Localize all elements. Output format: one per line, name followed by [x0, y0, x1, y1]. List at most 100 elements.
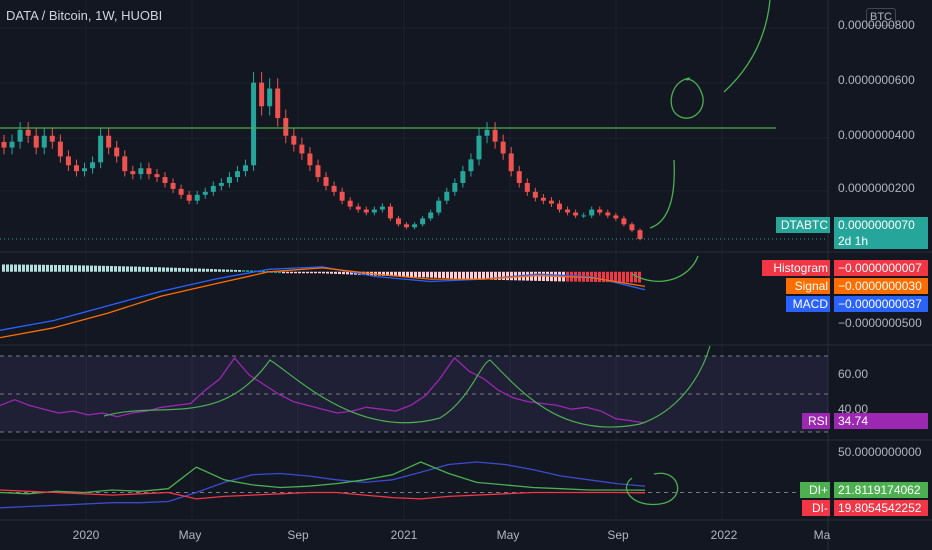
time-axis-tick: May: [178, 528, 202, 542]
macd-histogram-bar: [298, 271, 301, 274]
price-axis-tick: 0.0000000200: [838, 181, 915, 195]
bar-countdown: 2d 1h: [834, 233, 928, 249]
macd-histogram-bar: [454, 271, 457, 279]
macd-histogram-bar: [210, 269, 213, 272]
macd-line: [0, 266, 646, 331]
candle-body: [565, 209, 571, 213]
adx-line: [0, 461, 646, 509]
candle-body: [106, 135, 112, 148]
candle-body: [404, 224, 410, 228]
macd-histogram-bar: [618, 271, 621, 283]
macd-histogram-bar: [382, 271, 385, 276]
macd-histogram-bar: [538, 271, 541, 281]
macd-histogram-bar: [186, 268, 189, 272]
macd-histogram-bar: [158, 267, 161, 272]
macd-histogram-bar: [474, 271, 477, 280]
drawn-macd-curve: [631, 255, 699, 282]
macd-histogram-bar: [494, 271, 497, 280]
candle-body: [581, 215, 587, 217]
candle-body: [17, 129, 23, 142]
candle-body: [637, 230, 643, 240]
macd-histogram-bar: [10, 264, 13, 272]
candle-body: [355, 206, 361, 210]
macd-histogram-bar: [350, 271, 353, 275]
candle-body: [130, 171, 136, 175]
candle-body: [524, 182, 530, 192]
signal-badge: Signal: [786, 278, 830, 294]
macd-histogram-bar: [282, 271, 285, 274]
candle-body: [315, 165, 321, 178]
candle-body: [251, 82, 257, 166]
macd-histogram-bar: [78, 265, 81, 272]
di-plus-badge: DI+: [800, 482, 830, 498]
candle-body: [299, 144, 305, 154]
candle-body: [395, 218, 401, 225]
macd-histogram-bar: [490, 271, 493, 280]
macd-histogram-bar: [34, 264, 37, 272]
macd-histogram-bar: [154, 267, 157, 272]
macd-histogram-bar: [234, 269, 237, 272]
macd-histogram-bar: [106, 265, 109, 272]
macd-histogram-bar: [54, 264, 57, 272]
ticker-badge: DTABTC: [776, 217, 830, 233]
macd-histogram-bar: [246, 270, 249, 272]
candle-body: [460, 171, 466, 183]
candle-body: [307, 153, 313, 166]
macd-histogram-bar: [478, 271, 481, 280]
macd-histogram-bar: [206, 268, 209, 272]
macd-histogram-bar: [458, 271, 461, 279]
candle-body: [532, 191, 538, 198]
candle-body: [597, 209, 603, 213]
macd-histogram-bar: [262, 270, 265, 273]
candle-body: [605, 212, 611, 216]
macd-histogram-bar: [2, 264, 5, 272]
macd-histogram-bar: [362, 271, 365, 276]
candle-body: [516, 171, 522, 183]
candle-body: [339, 191, 345, 201]
macd-histogram-bar: [50, 264, 53, 272]
drawn-curve: [649, 159, 675, 229]
macd-histogram-bar: [114, 266, 117, 272]
candle-body: [508, 153, 514, 172]
macd-histogram-bar: [438, 271, 441, 278]
macd-histogram-bar: [414, 271, 417, 278]
macd-histogram-bar: [346, 271, 349, 275]
macd-histogram-bar: [238, 270, 241, 272]
candle-body: [218, 182, 224, 186]
candle-body: [1, 141, 7, 148]
macd-histogram-bar: [38, 264, 41, 272]
macd-histogram-bar: [386, 271, 389, 276]
signal-line: [0, 267, 646, 339]
macd-histogram-bar: [46, 264, 49, 272]
macd-histogram-bar: [74, 265, 77, 272]
macd-histogram-bar: [118, 266, 121, 272]
macd-histogram-bar: [62, 265, 65, 272]
currency-button[interactable]: BTC: [866, 8, 896, 26]
macd-histogram-bar: [334, 271, 337, 274]
signal-value: −0.0000000030: [834, 278, 928, 294]
candle-body: [484, 129, 490, 136]
macd-histogram-bar: [30, 264, 33, 272]
candle-body: [468, 159, 474, 172]
candle-body: [138, 168, 144, 175]
candle-body: [436, 200, 442, 213]
macd-histogram-bar: [606, 271, 609, 283]
macd-histogram-bar: [86, 265, 89, 272]
macd-histogram-bar: [218, 269, 221, 272]
candle-body: [548, 200, 554, 204]
candle-body: [476, 135, 482, 160]
macd-histogram-bar: [214, 269, 217, 272]
symbol-title: DATA / Bitcoin, 1W, HUOBI: [6, 8, 163, 23]
macd-histogram-bar: [470, 271, 473, 280]
candle-body: [621, 218, 627, 225]
macd-histogram-bar: [166, 267, 169, 272]
drawn-circle: [670, 77, 704, 119]
macd-histogram-bar: [462, 271, 465, 279]
candle-body: [98, 135, 104, 163]
macd-histogram-bar: [594, 271, 597, 283]
candle-body: [122, 156, 128, 172]
time-axis-tick: Ma: [813, 528, 831, 542]
candle-body: [492, 129, 498, 142]
